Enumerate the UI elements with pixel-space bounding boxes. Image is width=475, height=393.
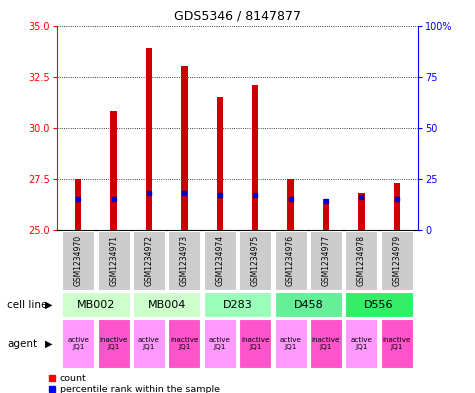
- Bar: [275, 292, 342, 317]
- Bar: [133, 320, 165, 368]
- Bar: [381, 231, 413, 290]
- Bar: [381, 320, 413, 368]
- Text: active
JQ1: active JQ1: [280, 337, 302, 351]
- Bar: [62, 320, 94, 368]
- Text: active
JQ1: active JQ1: [351, 337, 372, 351]
- Text: ▶: ▶: [45, 339, 52, 349]
- Text: inactive
JQ1: inactive JQ1: [170, 337, 199, 351]
- Bar: [75, 179, 81, 230]
- Bar: [204, 292, 271, 317]
- Text: GSM1234973: GSM1234973: [180, 235, 189, 286]
- Bar: [204, 320, 236, 368]
- Text: GSM1234972: GSM1234972: [144, 235, 153, 286]
- Bar: [204, 231, 236, 290]
- Bar: [345, 320, 377, 368]
- Bar: [275, 320, 306, 368]
- Text: cell line: cell line: [7, 299, 48, 310]
- Text: D283: D283: [223, 299, 252, 310]
- Text: GSM1234970: GSM1234970: [74, 235, 83, 286]
- Bar: [239, 320, 271, 368]
- Text: GDS5346 / 8147877: GDS5346 / 8147877: [174, 10, 301, 23]
- Bar: [181, 66, 188, 230]
- Text: inactive
JQ1: inactive JQ1: [241, 337, 269, 351]
- Bar: [394, 183, 400, 230]
- Text: GSM1234979: GSM1234979: [392, 235, 401, 286]
- Bar: [345, 292, 413, 317]
- Text: inactive
JQ1: inactive JQ1: [99, 337, 128, 351]
- Bar: [133, 292, 200, 317]
- Legend: count, percentile rank within the sample: count, percentile rank within the sample: [48, 374, 220, 393]
- Bar: [133, 231, 165, 290]
- Bar: [169, 231, 200, 290]
- Text: active
JQ1: active JQ1: [67, 337, 89, 351]
- Bar: [239, 231, 271, 290]
- Text: GSM1234971: GSM1234971: [109, 235, 118, 286]
- Text: GSM1234975: GSM1234975: [251, 235, 260, 286]
- Bar: [323, 199, 329, 230]
- Text: GSM1234978: GSM1234978: [357, 235, 366, 286]
- Text: MB002: MB002: [77, 299, 115, 310]
- Bar: [345, 231, 377, 290]
- Bar: [62, 231, 94, 290]
- Text: MB004: MB004: [148, 299, 186, 310]
- Bar: [169, 320, 200, 368]
- Bar: [358, 193, 364, 230]
- Bar: [275, 231, 306, 290]
- Bar: [98, 320, 130, 368]
- Bar: [287, 179, 294, 230]
- Bar: [310, 320, 342, 368]
- Text: active
JQ1: active JQ1: [209, 337, 231, 351]
- Text: GSM1234977: GSM1234977: [322, 235, 331, 286]
- Bar: [146, 48, 152, 230]
- Bar: [62, 292, 130, 317]
- Text: active
JQ1: active JQ1: [138, 337, 160, 351]
- Bar: [252, 85, 258, 230]
- Text: ▶: ▶: [45, 299, 52, 310]
- Text: D458: D458: [294, 299, 323, 310]
- Bar: [111, 111, 117, 230]
- Text: inactive
JQ1: inactive JQ1: [312, 337, 340, 351]
- Text: agent: agent: [7, 339, 37, 349]
- Bar: [310, 231, 342, 290]
- Bar: [217, 97, 223, 230]
- Text: inactive
JQ1: inactive JQ1: [382, 337, 411, 351]
- Bar: [98, 231, 130, 290]
- Text: GSM1234974: GSM1234974: [215, 235, 224, 286]
- Text: GSM1234976: GSM1234976: [286, 235, 295, 286]
- Text: D556: D556: [364, 299, 394, 310]
